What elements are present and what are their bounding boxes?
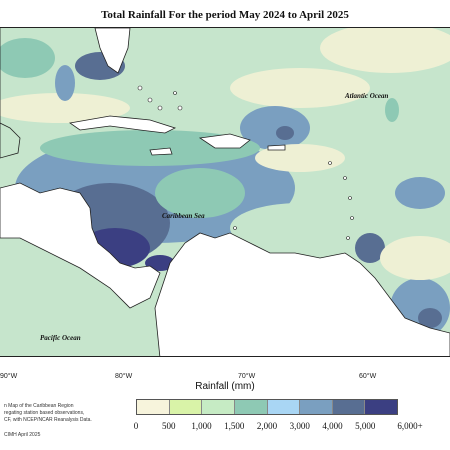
tick-90w: 90°W: [0, 373, 18, 380]
land-masses: [0, 28, 450, 356]
pacific-ocean-label: Pacific Ocean: [40, 334, 81, 342]
legend-swatch-7: [365, 400, 397, 414]
legend-label-8: 6,000+: [397, 421, 423, 431]
source-note-line-2: regating station based observations,: [4, 410, 85, 416]
legend-label-4: 2,000: [256, 421, 278, 431]
legend-swatch-2: [202, 400, 235, 414]
legend-label-7: 5,000: [355, 421, 376, 431]
legend-swatch-0: [137, 400, 170, 414]
island-dots: [137, 85, 354, 240]
legend-label-0: 0: [133, 421, 139, 431]
legend-label-3: 1,500: [224, 421, 245, 431]
legend-swatch-6: [332, 400, 366, 414]
legend-label-1: 500: [162, 421, 176, 431]
caribbean-sea-label: Caribbean Sea: [162, 212, 205, 220]
legend-label-2: 1,000: [191, 421, 212, 431]
color-legend: [136, 399, 398, 415]
legend-swatch-4: [267, 400, 301, 414]
source-credit: CIMH April 2025: [4, 432, 41, 438]
legend-label-6: 4,000: [322, 421, 343, 431]
tick-70w: 70°W: [238, 373, 256, 380]
source-note-line-1: n Map of the Caribbean Region: [4, 403, 74, 409]
legend-swatch-5: [300, 400, 333, 414]
tick-60w: 60°W: [359, 373, 377, 380]
source-note-line-3: CF, with NCEP/NCAR Reanalysis Data.: [4, 417, 92, 423]
rainfall-map: Atlantic Ocean Caribbean Sea Pacific Oce…: [0, 27, 450, 357]
legend-swatch-1: [169, 400, 203, 414]
map-title: Total Rainfall For the period May 2024 t…: [101, 9, 349, 21]
tick-80w: 80°W: [115, 373, 133, 380]
legend-title: Rainfall (mm): [195, 381, 255, 392]
legend-swatch-3: [234, 400, 268, 414]
legend-label-5: 3,000: [289, 421, 310, 431]
atlantic-ocean-label: Atlantic Ocean: [344, 92, 388, 100]
